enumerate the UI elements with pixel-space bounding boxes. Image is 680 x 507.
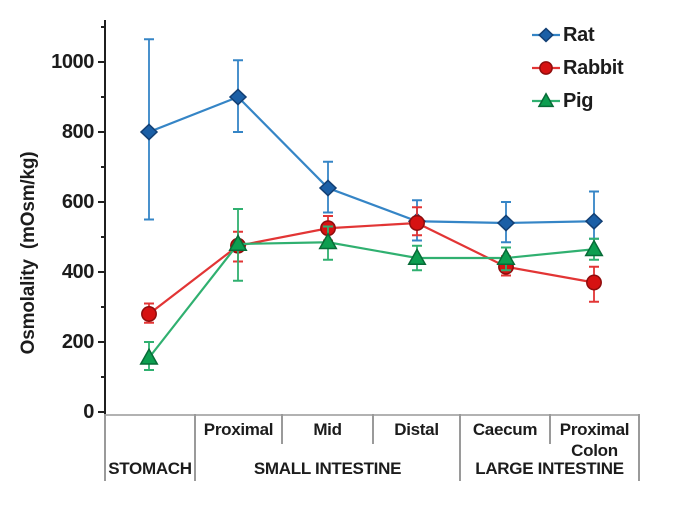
marker-rabbit-3 bbox=[409, 215, 425, 231]
y-tick-400: 400 bbox=[61, 261, 95, 283]
legend-label-rabbit: Rabbit bbox=[563, 56, 624, 79]
y-tick-0: 0 bbox=[83, 401, 94, 423]
legend-marker-rat bbox=[538, 27, 554, 43]
x-group-large-intestine: LARGE INTESTINE bbox=[475, 459, 624, 478]
x-group-small-intestine: SMALL INTESTINE bbox=[253, 459, 402, 478]
x-label-mid: Mid bbox=[313, 420, 342, 439]
marker-rat-0 bbox=[139, 123, 159, 141]
y-tick-1000: 1000 bbox=[51, 51, 94, 73]
marker-rat-5 bbox=[584, 212, 604, 230]
table-divider-caecum-colon bbox=[549, 414, 551, 444]
x-group-stomach: STOMACH bbox=[108, 459, 192, 478]
legend-item-rabbit: Rabbit bbox=[531, 56, 624, 79]
legend-item-rat: Rat bbox=[531, 24, 623, 46]
marker-rabbit-5 bbox=[586, 274, 602, 291]
marker-pig-5 bbox=[584, 239, 604, 257]
y-tick-200: 200 bbox=[61, 331, 95, 353]
marker-pig-1 bbox=[228, 233, 248, 252]
legend-marker-pig bbox=[537, 92, 555, 108]
table-divider-mid-distal bbox=[372, 414, 374, 444]
line-pig bbox=[148, 241, 595, 359]
series-rabbit bbox=[141, 206, 602, 324]
legend-marker-rabbit bbox=[539, 61, 553, 75]
legend-item-pig: Pig bbox=[531, 90, 623, 112]
y-axis bbox=[98, 20, 106, 415]
marker-pig-3 bbox=[407, 247, 427, 266]
rat-diamond-icon bbox=[532, 27, 560, 43]
y-tick-600: 600 bbox=[61, 191, 95, 213]
legend: Rat Rabbit Pig bbox=[531, 24, 624, 112]
table-divider-proximal-mid bbox=[281, 414, 283, 444]
y-axis-title: Osmolality (mOsm/kg) bbox=[18, 151, 39, 355]
legend-label-pig: Pig bbox=[563, 89, 594, 112]
marker-rat-2 bbox=[318, 179, 338, 197]
table-divider-left bbox=[104, 414, 106, 481]
x-label-caecum: Caecum bbox=[472, 420, 538, 439]
table-divider-si-li bbox=[459, 414, 461, 481]
line-rat bbox=[148, 95, 595, 225]
rabbit-circle-icon bbox=[532, 61, 560, 75]
x-label-distal: Distal bbox=[394, 420, 439, 439]
pig-triangle-icon bbox=[532, 92, 560, 108]
x-label-proximal-colon: Proximal Colon bbox=[559, 420, 630, 460]
series-pig bbox=[139, 208, 604, 371]
table-divider-right bbox=[638, 414, 640, 481]
marker-pig-0 bbox=[139, 347, 159, 365]
marker-rabbit-0 bbox=[141, 306, 157, 322]
table-divider-stomach-si bbox=[194, 414, 196, 481]
marker-pig-2 bbox=[318, 232, 338, 250]
legend-label-rat: Rat bbox=[563, 23, 595, 46]
line-rabbit bbox=[148, 221, 595, 315]
x-label-proximal: Proximal bbox=[203, 420, 274, 439]
marker-pig-4 bbox=[496, 247, 516, 266]
y-tick-800: 800 bbox=[61, 121, 95, 143]
marker-rat-4 bbox=[496, 214, 516, 232]
marker-rat-1 bbox=[228, 88, 248, 106]
